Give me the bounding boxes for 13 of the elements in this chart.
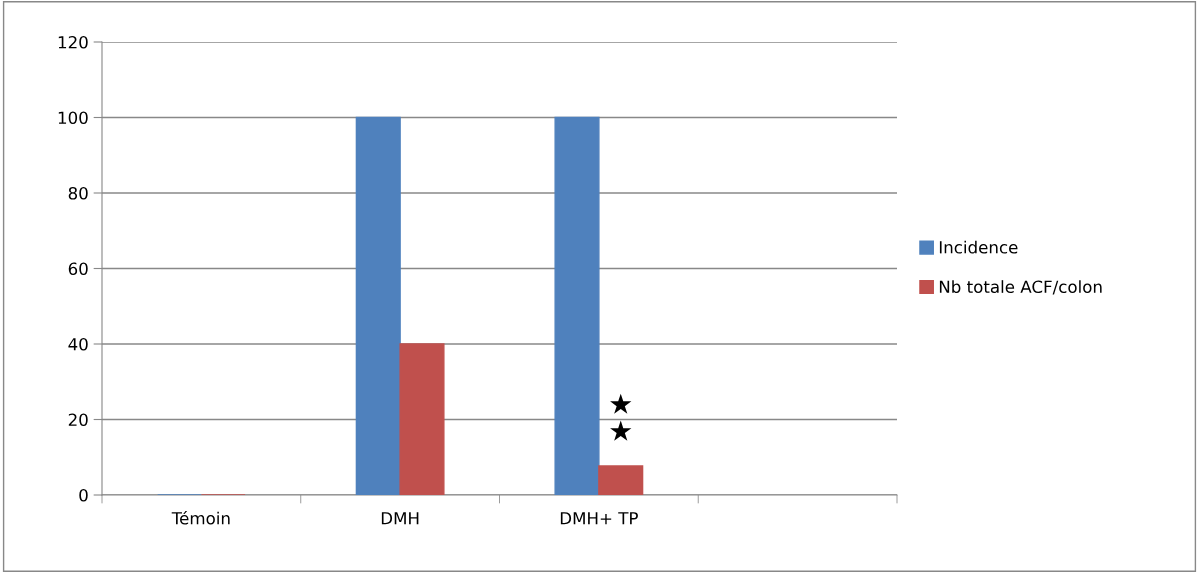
legend-label: Incidence	[939, 240, 1018, 254]
legend-label: Nb totale ACF/colon	[939, 280, 1102, 295]
y-tick-label: 40	[68, 337, 88, 351]
y-tick-label: 0	[79, 488, 88, 502]
x-tick-label: DMH+ TP	[560, 512, 638, 525]
y-tick-label: 100	[58, 111, 88, 125]
annotation: ★ ★	[610, 393, 632, 441]
x-tick-label: Témoin	[171, 511, 230, 525]
y-tick-label: 80	[68, 186, 88, 200]
y-tick-label: 20	[68, 413, 88, 427]
y-tick-label: 60	[68, 262, 88, 276]
x-tick-label: DMH	[381, 512, 419, 525]
y-tick-label: 120	[58, 35, 88, 49]
